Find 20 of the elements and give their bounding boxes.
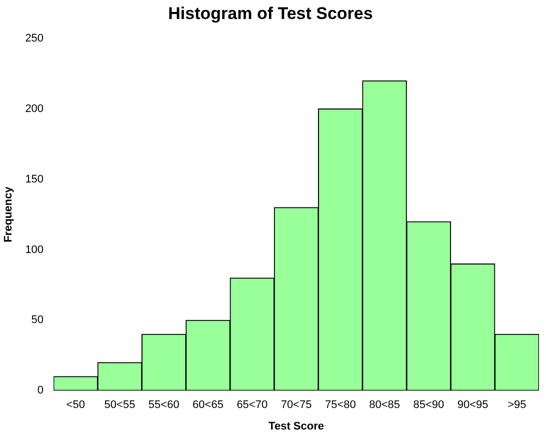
chart-title: Histogram of Test Scores bbox=[168, 4, 373, 23]
x-axis-title: Test Score bbox=[268, 420, 324, 432]
x-tick-label: 55<60 bbox=[148, 399, 180, 412]
x-tick-label: 50<55 bbox=[104, 399, 136, 412]
x-tick-label: >95 bbox=[508, 399, 526, 412]
x-tick-label: 65<70 bbox=[236, 399, 268, 412]
y-tick-label: 0 bbox=[37, 384, 44, 397]
x-tick-label: 70<75 bbox=[280, 399, 312, 412]
x-tick-label: 80<85 bbox=[369, 399, 400, 412]
y-tick-label: 100 bbox=[25, 244, 44, 256]
y-tick-label: 200 bbox=[25, 102, 44, 115]
y-axis-title: Frequency bbox=[2, 186, 15, 242]
y-tick-label: 50 bbox=[31, 314, 44, 326]
x-tick-label: 60<65 bbox=[192, 399, 224, 412]
x-tick-label: <50 bbox=[66, 399, 85, 412]
x-tick-label: 85<90 bbox=[413, 399, 444, 412]
y-tick-label: 150 bbox=[25, 173, 44, 186]
y-tick-label: 250 bbox=[25, 32, 44, 44]
x-tick-label: 75<80 bbox=[324, 399, 356, 412]
x-tick-label: 90<95 bbox=[457, 399, 488, 412]
